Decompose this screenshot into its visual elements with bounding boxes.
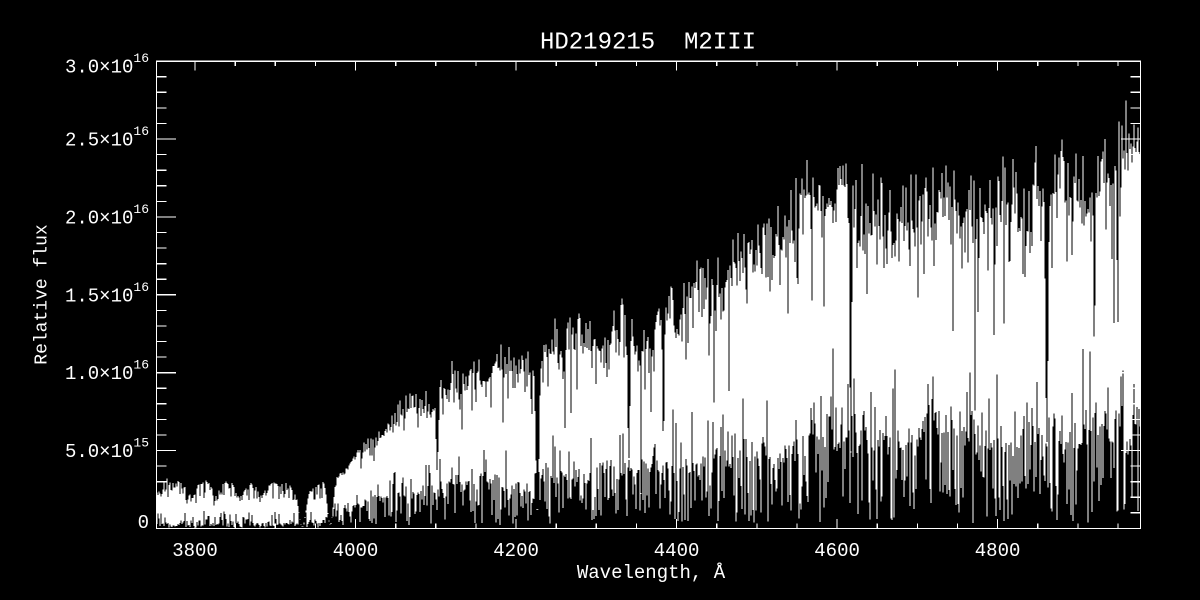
svg-text:4600: 4600	[814, 540, 860, 562]
svg-text:4400: 4400	[654, 540, 700, 562]
svg-text:0: 0	[138, 512, 149, 534]
svg-text:4800: 4800	[975, 540, 1021, 562]
svg-text:4200: 4200	[493, 540, 539, 562]
svg-text:4000: 4000	[333, 540, 379, 562]
svg-text:3800: 3800	[172, 540, 218, 562]
svg-text:Relative flux: Relative flux	[33, 224, 53, 364]
svg-text:Wavelength, Å: Wavelength, Å	[577, 562, 726, 584]
svg-text:1.0×1016: 1.0×1016	[65, 358, 149, 386]
svg-text:HD219215 M2III: HD219215 M2III	[540, 30, 756, 57]
